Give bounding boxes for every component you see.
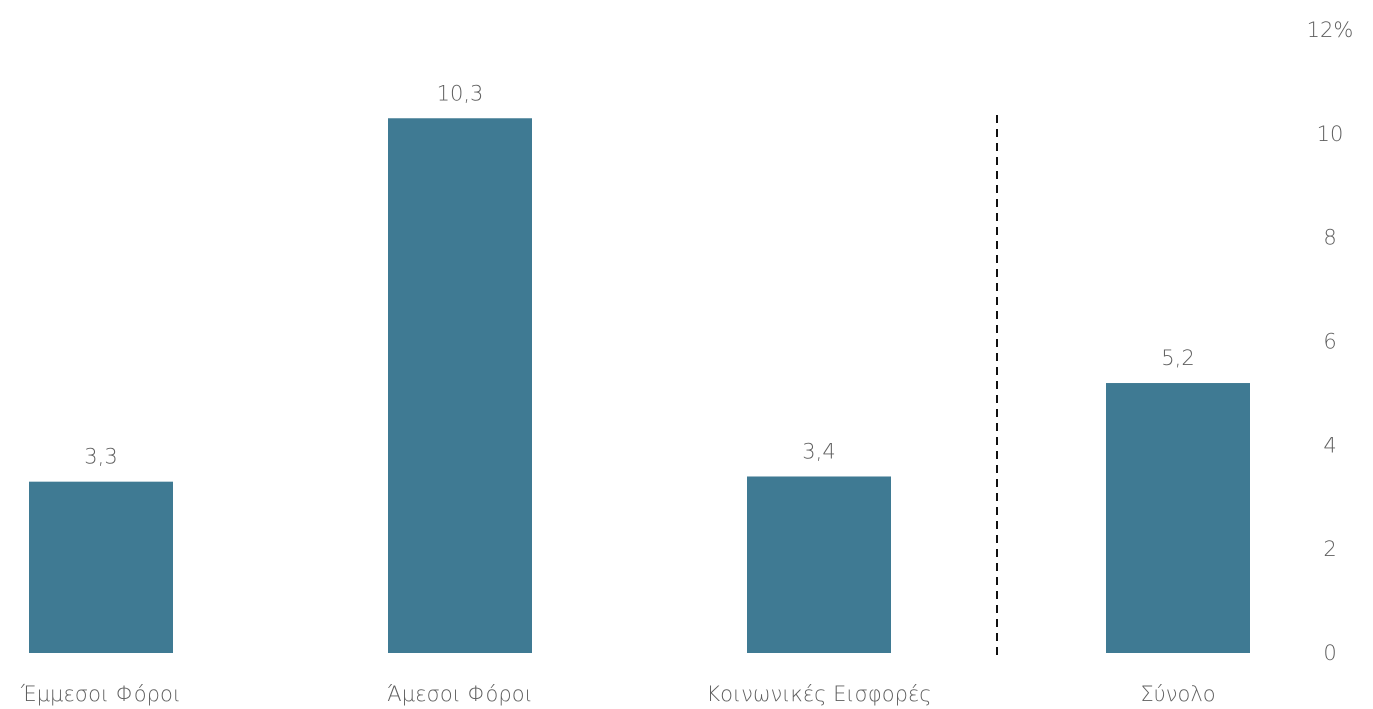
bar-1	[388, 118, 532, 654]
value-label-3: 5,2	[1161, 346, 1194, 370]
bar-2	[747, 476, 891, 653]
category-label-0: Έμμεσοι Φόροι	[20, 682, 181, 706]
y-tick-label-1: 2	[1323, 537, 1336, 561]
y-tick-label-4: 8	[1323, 226, 1336, 250]
value-label-2: 3,4	[802, 439, 835, 463]
y-tick-label-5: 10	[1317, 122, 1344, 146]
bar-3	[1106, 383, 1250, 653]
value-label-0: 3,3	[84, 445, 117, 469]
value-label-1: 10,3	[437, 81, 484, 105]
value-labels-group: 3,3 10,3 3,4 5,2	[84, 81, 1194, 468]
y-tick-label-6: 12%	[1307, 18, 1354, 42]
y-axis-ticks-group: 0 2 4 6 8 10 12%	[1307, 18, 1354, 665]
category-labels-group: Έμμεσοι Φόροι Άμεσοι Φόροι Κοινωνικές Εισφ…	[20, 682, 1216, 706]
category-label-1: Άμεσοι Φόροι	[387, 682, 532, 706]
category-label-2: Κοινωνικές Εισφορές	[706, 682, 931, 706]
y-tick-label-0: 0	[1323, 641, 1336, 665]
y-tick-label-2: 4	[1323, 433, 1336, 457]
category-label-3: Σύνολο	[1140, 682, 1215, 706]
bar-0	[29, 481, 173, 653]
y-tick-label-3: 6	[1323, 330, 1336, 354]
bars-group	[29, 118, 1250, 654]
